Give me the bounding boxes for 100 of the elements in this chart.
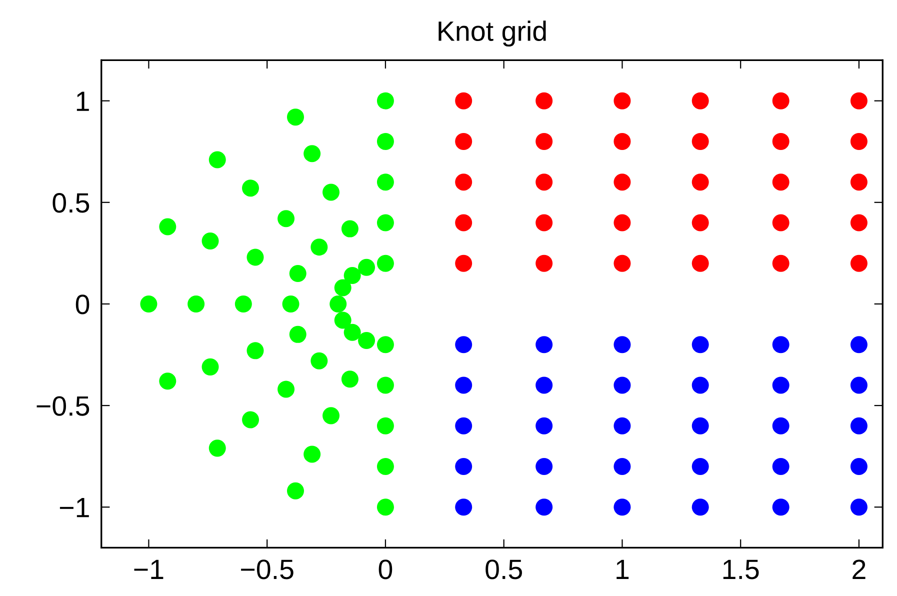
point [376,498,394,516]
point [344,324,361,341]
point [692,132,709,150]
point [536,214,553,232]
point [286,482,304,500]
point [322,407,340,424]
point [159,372,176,390]
chart-title: Knot grid [438,20,546,47]
point [536,498,553,516]
point [455,92,472,110]
point [358,258,376,276]
point [376,174,394,191]
point [850,376,868,394]
point [278,210,295,228]
point [536,254,553,272]
point [692,254,709,272]
point [772,498,790,516]
point [455,174,472,191]
point [850,458,868,475]
point [455,132,472,150]
point [850,132,868,150]
y-tick-label: 0 [76,294,90,314]
point [772,132,790,150]
point [772,174,790,191]
point [310,238,328,256]
point [850,214,868,232]
point [344,267,361,284]
point [282,295,300,312]
point [242,411,260,428]
x-tick-label: 0 [378,560,392,580]
point [246,342,264,360]
point [286,108,304,126]
point [692,336,709,354]
point [614,132,631,150]
point [208,151,226,168]
point [850,254,868,272]
y-tick-label: 1 [76,92,89,111]
point [278,380,295,398]
point [850,417,868,434]
point [376,458,394,475]
x-tick-label: −1 [134,560,164,579]
point [614,376,631,394]
point [536,174,553,191]
point [772,458,790,475]
point [455,498,472,516]
point [536,132,553,150]
point [140,295,158,312]
point [334,279,352,296]
point [376,214,394,232]
point [614,498,631,516]
point [330,295,347,312]
point [341,370,358,388]
point [772,214,790,232]
point [772,336,790,354]
y-tick-label: −1 [60,498,89,518]
point [692,498,709,516]
point [692,174,709,191]
point [455,214,472,232]
point [376,132,394,150]
point [614,458,631,475]
point [772,376,790,394]
point [692,92,709,110]
point [208,440,226,457]
point [310,352,328,370]
point [614,214,631,232]
point [334,312,352,329]
point [536,458,553,475]
point [614,174,631,191]
point [536,417,553,434]
point [772,92,790,110]
point [536,376,553,394]
point [614,92,631,110]
point [376,92,394,110]
point [289,264,306,282]
point [455,254,472,272]
point [376,376,394,394]
point [246,248,264,266]
point [304,145,321,162]
point [850,174,868,191]
point [188,295,205,312]
x-tick-label: 1.5 [723,560,759,580]
point [322,184,340,201]
point [455,376,472,394]
point [536,92,553,110]
point [376,417,394,434]
point [692,214,709,232]
y-tick-label: −0.5 [36,396,90,416]
point [614,417,631,434]
point [455,458,472,475]
point [614,254,631,272]
point [614,336,631,354]
point [850,336,868,354]
x-tick-label: 0.5 [486,560,522,580]
point [772,254,790,272]
point [376,336,394,354]
point [376,254,394,272]
point [234,295,252,312]
point [455,336,472,354]
point [536,336,553,354]
x-tick-label: −0.5 [241,560,294,580]
